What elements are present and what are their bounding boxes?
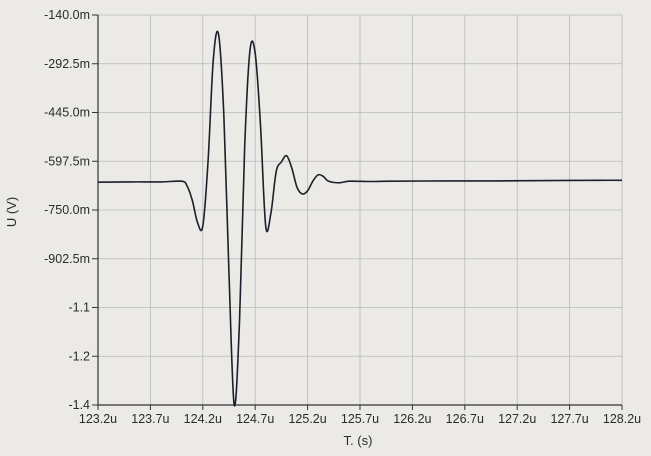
y-tick-label: -1.1	[68, 301, 90, 315]
x-tick-label: 125.2u	[288, 412, 326, 426]
y-axis-ticks: -140.0m -292.5m -445.0m -597.5m -750.0m -902.…	[44, 8, 98, 412]
x-tick-label: 126.7u	[446, 412, 484, 426]
x-tick-label: 124.2u	[184, 412, 222, 426]
x-axis-ticks: 123.2u 123.7u 124.2u 124.7u 125.2u 125.7u 126.…	[79, 405, 641, 426]
y-tick-label: -445.0m	[44, 106, 90, 120]
x-tick-label: 124.7u	[236, 412, 274, 426]
x-tick-label: 127.2u	[498, 412, 536, 426]
y-tick-label: -140.0m	[44, 8, 90, 22]
y-tick-label: -902.5m	[44, 252, 90, 266]
y-tick-label: -292.5m	[44, 57, 90, 71]
y-tick-label: -1.4	[68, 398, 90, 412]
x-tick-label: 123.7u	[131, 412, 169, 426]
series-group	[97, 30, 623, 407]
x-axis-label: T. (s)	[344, 433, 373, 448]
x-tick-label: 127.7u	[550, 412, 588, 426]
y-tick-label: -750.0m	[44, 203, 90, 217]
x-tick-label: 128.2u	[603, 412, 641, 426]
x-tick-label: 126.2u	[393, 412, 431, 426]
series-line	[97, 30, 623, 407]
x-tick-label: 125.7u	[341, 412, 379, 426]
y-axis-label: U (V)	[4, 197, 19, 227]
y-tick-label: -597.5m	[44, 154, 90, 168]
x-tick-label: 123.2u	[79, 412, 117, 426]
y-tick-label: -1.2	[68, 349, 90, 363]
grid	[98, 15, 623, 405]
